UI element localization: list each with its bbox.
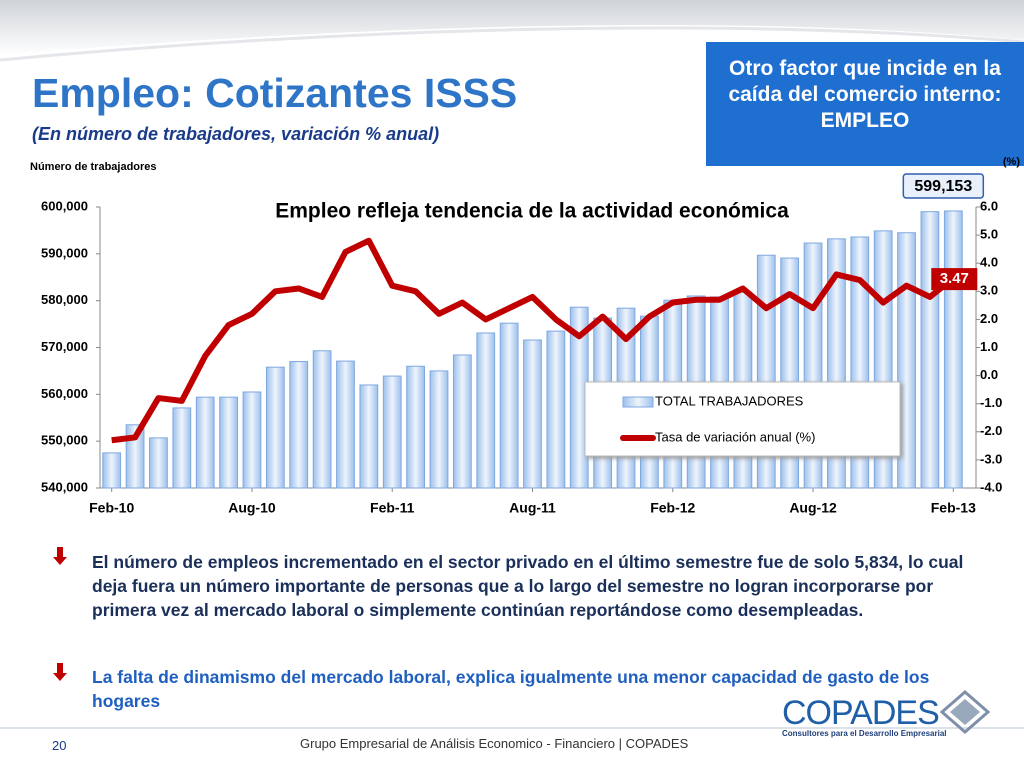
y-tick-label: 600,000	[41, 198, 88, 213]
legend-box	[584, 381, 901, 457]
bar	[195, 396, 215, 489]
value-label-box	[931, 268, 978, 291]
value-label-box	[902, 173, 985, 199]
bar	[219, 396, 238, 489]
x-tick-label: Aug-11	[509, 500, 556, 516]
legend-label: Tasa de variación anual (%)	[655, 429, 815, 444]
bar	[336, 360, 355, 489]
value-label: 3.47	[940, 270, 969, 287]
y2-tick-label: -3.0	[980, 451, 1002, 466]
chart: Empleo refleja tendencia de la actividad…	[30, 156, 1020, 516]
bar	[102, 452, 122, 489]
y-tick-label: 550,000	[41, 433, 88, 448]
page-number: 20	[52, 738, 67, 753]
y2-tick-label: -2.0	[980, 423, 1002, 438]
logo-name: COPADES	[782, 694, 940, 732]
x-tick-label: Feb-13	[931, 500, 976, 516]
bullet: La falta de dinamismo del mercado labora…	[92, 667, 930, 711]
y2-tick-label: 5.0	[980, 227, 998, 242]
bar	[312, 350, 332, 489]
x-tick-label: Aug-10	[228, 500, 276, 516]
y2-tick-label: -4.0	[980, 479, 1002, 494]
bar	[546, 330, 566, 489]
bullet-arrow	[53, 663, 67, 681]
y-tick-label: 580,000	[41, 292, 88, 307]
y-tick-label: 590,000	[41, 245, 88, 260]
bar	[172, 407, 192, 489]
y2-tick-label: 4.0	[980, 255, 998, 270]
line	[111, 237, 956, 444]
y2-tick-label: 1.0	[980, 339, 998, 354]
bar	[943, 210, 963, 489]
y2-axis-label: (%)	[1003, 156, 1020, 168]
bullet: El número de empleos incrementado en el …	[92, 552, 964, 620]
bar	[289, 361, 309, 489]
footer: Grupo Empresarial de Análisis Economico …	[300, 736, 689, 751]
logo-tagline: Consultores para el Desarrollo Empresari…	[782, 729, 947, 738]
value-label: 599,153	[914, 178, 972, 195]
y-tick-label: 570,000	[41, 339, 88, 354]
title: Empleo: Cotizantes ISSS	[32, 70, 518, 116]
y2-tick-label: 0.0	[980, 367, 998, 382]
legend-swatch	[622, 396, 654, 408]
bar	[359, 384, 379, 489]
bar	[429, 370, 449, 489]
subtitle: (En número de trabajadores, variación % …	[32, 124, 440, 144]
x-tick-label: Feb-12	[650, 500, 695, 516]
chart-title: Empleo refleja tendencia de la actividad…	[275, 200, 789, 223]
bar	[242, 391, 262, 489]
bar	[452, 354, 472, 489]
bar	[382, 375, 402, 489]
y-tick-label: 540,000	[41, 479, 88, 494]
bar	[149, 437, 168, 489]
bar	[920, 211, 940, 489]
bullet-arrow	[53, 547, 67, 565]
y-tick-label: 560,000	[41, 386, 88, 401]
bar	[265, 366, 285, 489]
bar	[499, 322, 519, 489]
bar	[523, 339, 542, 489]
bar	[476, 332, 496, 489]
y2-tick-label: 2.0	[980, 311, 998, 326]
callout: Otro factor que incide en la caída del c…	[706, 42, 1024, 166]
logo-mark	[940, 690, 990, 734]
y2-tick-label: 6.0	[980, 198, 998, 213]
x-tick-label: Aug-12	[789, 500, 837, 516]
y2-tick-label: -1.0	[980, 395, 1002, 410]
bar	[897, 232, 916, 489]
legend-label: TOTAL TRABAJADORES	[655, 393, 804, 408]
y2-tick-label: 3.0	[980, 283, 998, 298]
x-tick-label: Feb-10	[89, 500, 134, 516]
y-axis-label: Número de trabajadores	[30, 161, 157, 173]
x-tick-label: Feb-11	[370, 500, 415, 516]
bar	[406, 365, 425, 489]
